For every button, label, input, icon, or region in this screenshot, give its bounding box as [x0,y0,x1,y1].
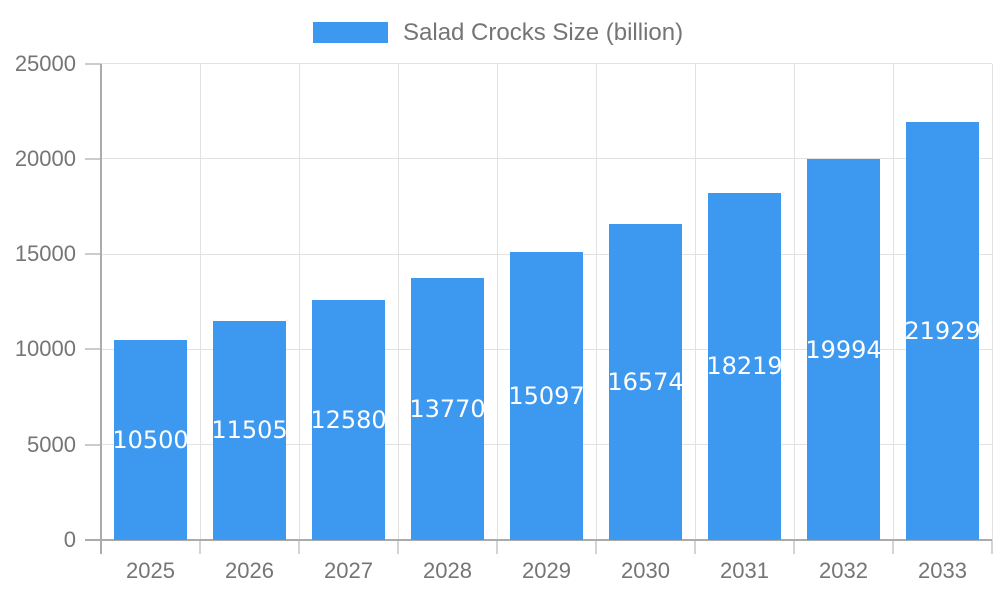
bar[interactable]: 18219 [706,192,783,540]
y-axis-line [100,63,102,554]
bar[interactable]: 11505 [211,320,288,540]
horizontal-gridline [101,63,992,65]
x-axis-tick-mark [694,540,696,554]
bar-value-label: 21929 [904,317,981,346]
legend-label: Salad Crocks Size (billion) [403,18,684,46]
x-axis-tick-mark [892,540,894,554]
bar[interactable]: 12580 [310,300,387,540]
bar[interactable]: 10500 [112,339,189,540]
legend-swatch [313,22,388,43]
x-axis-label: 2025 [126,558,175,583]
x-axis-label: 2031 [720,558,769,583]
x-axis-label: 2026 [225,558,274,583]
bar-value-label: 10500 [112,425,189,454]
bar-value-label: 15097 [508,382,585,411]
bar[interactable]: 15097 [508,252,585,540]
bar-value-label: 18219 [706,352,783,381]
x-axis-tick-mark [298,540,300,554]
x-axis-tick-mark [991,540,993,554]
x-axis-label: 2033 [918,558,967,583]
x-axis-label: 2030 [621,558,670,583]
y-axis-tick-mark [85,253,101,256]
y-axis-label: 5000 [27,431,76,457]
x-axis-label: 2029 [522,558,571,583]
bar[interactable]: 13770 [409,277,486,540]
vertical-gridline [991,63,993,540]
vertical-gridline [199,63,201,540]
bar-value-label: 13770 [409,394,486,423]
y-axis-label: 10000 [14,336,76,362]
y-axis-label: 20000 [14,145,76,171]
y-axis-label: 15000 [14,241,76,267]
bar-value-label: 11505 [211,416,288,445]
bar[interactable]: 21929 [904,122,981,540]
vertical-gridline [496,63,498,540]
x-axis-line [85,539,992,541]
bar[interactable]: 19994 [805,159,882,540]
x-axis-tick-mark [595,540,597,554]
x-axis-tick-mark [199,540,201,554]
y-axis-tick-mark [85,157,101,160]
x-axis-tick-mark [496,540,498,554]
x-axis-label: 2032 [819,558,868,583]
y-axis-label: 25000 [14,50,76,76]
bar-value-label: 16574 [607,368,684,397]
bar-value-label: 12580 [310,406,387,435]
bar[interactable]: 16574 [607,224,684,540]
vertical-gridline [397,63,399,540]
bar-value-label: 19994 [805,335,882,364]
y-axis-tick-mark [85,443,101,446]
vertical-gridline [892,63,894,540]
x-axis-label: 2028 [423,558,472,583]
x-axis-tick-mark [793,540,795,554]
vertical-gridline [793,63,795,540]
horizontal-gridline [101,158,992,160]
vertical-gridline [298,63,300,540]
x-axis-tick-mark [397,540,399,554]
y-axis-tick-mark [85,62,101,65]
vertical-gridline [595,63,597,540]
x-axis-label: 2027 [324,558,373,583]
vertical-gridline [694,63,696,540]
legend-item[interactable]: Salad Crocks Size (billion) [313,19,683,46]
y-axis-tick-mark [85,348,101,351]
y-axis-label: 0 [63,527,76,552]
